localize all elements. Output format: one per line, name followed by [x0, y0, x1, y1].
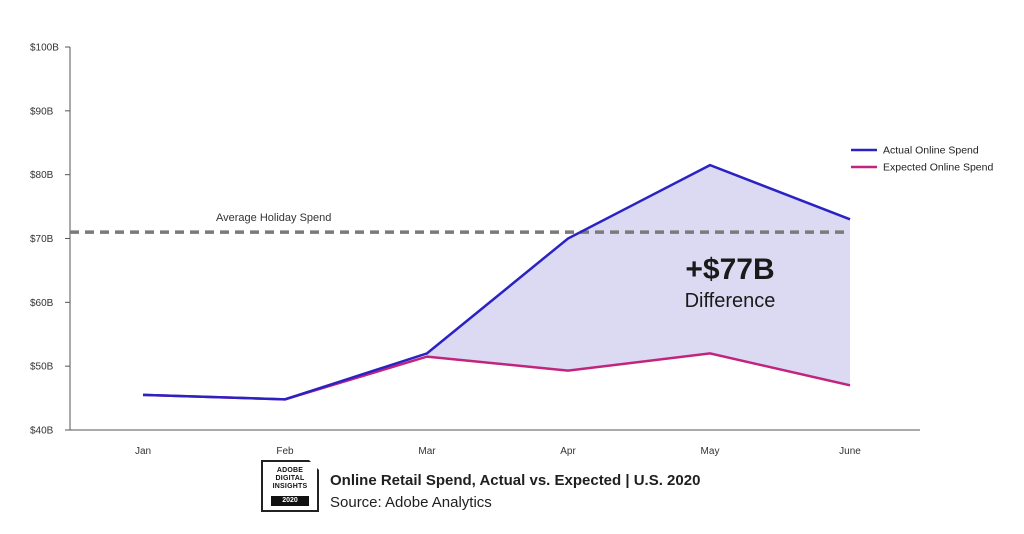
y-tick-label: $90B [30, 106, 54, 117]
y-tick-label: $50B [30, 362, 54, 373]
actual-online-spend-line [142, 163, 851, 401]
logo-corner [309, 460, 319, 470]
difference-label: Difference [685, 290, 776, 312]
series-lines [142, 163, 851, 401]
y-tick-label: $80B [30, 170, 54, 181]
average-holiday-spend-line: Average Holiday Spend [70, 212, 850, 234]
x-tick-label: Mar [418, 446, 436, 457]
adobe-digital-insights-logo: ADOBE DIGITAL INSIGHTS 2020 [261, 460, 319, 512]
logo-year: 2020 [271, 496, 309, 506]
x-axis-ticks: Jan Feb Mar Apr May June [135, 446, 861, 457]
difference-area [427, 165, 850, 386]
difference-annotation: +$77B Difference [685, 253, 776, 312]
reference-line-label: Average Holiday Spend [216, 212, 331, 224]
x-tick-label: Apr [560, 446, 576, 457]
x-tick-label: May [701, 446, 720, 457]
y-tick-label: $60B [30, 298, 54, 309]
chart-title: Online Retail Spend, Actual vs. Expected… [330, 472, 701, 489]
y-tick-label: $40B [30, 426, 54, 437]
x-tick-label: Feb [276, 446, 294, 457]
x-tick-label: June [839, 446, 861, 457]
chart-caption: Online Retail Spend, Actual vs. Expected… [330, 470, 700, 514]
y-tick-label: $100B [30, 43, 59, 54]
y-axis-ticks: $40B $50B $60B $70B $80B $90B $100B [30, 43, 70, 437]
chart-source: Source: Adobe Analytics [330, 494, 492, 511]
legend-label: Actual Online Spend [883, 145, 979, 157]
difference-value: +$77B [685, 253, 774, 286]
difference-shaded-area [427, 165, 850, 386]
logo-text: ADOBE DIGITAL INSIGHTS [272, 467, 308, 490]
x-tick-label: Jan [135, 446, 151, 457]
legend-label: Expected Online Spend [883, 162, 993, 174]
y-tick-label: $70B [30, 234, 54, 245]
legend: Actual Online Spend Expected Online Spend [851, 145, 993, 174]
